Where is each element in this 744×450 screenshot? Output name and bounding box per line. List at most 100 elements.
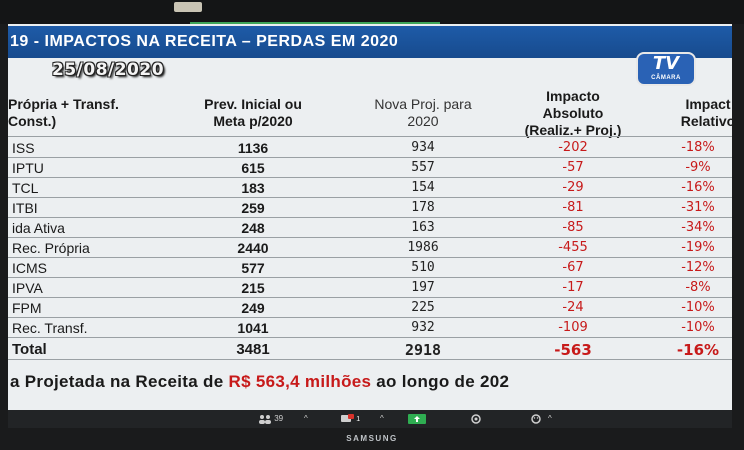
- row-relative-impact: -34%: [681, 220, 715, 235]
- monitor-bezel-top: [0, 0, 744, 24]
- share-screen-icon[interactable]: [408, 412, 426, 426]
- row-relative-impact: -10%: [681, 300, 715, 315]
- row-initial-forecast: 259: [241, 200, 265, 216]
- row-label: FPM: [12, 300, 42, 316]
- row-initial-forecast: 577: [241, 260, 265, 276]
- row-label: ida Ativa: [12, 220, 65, 236]
- table-row-divider: [8, 197, 732, 198]
- row-initial-forecast: 3481: [236, 341, 270, 358]
- table-row-divider: [8, 157, 732, 158]
- row-relative-impact: -8%: [685, 280, 711, 295]
- row-new-projection: 178: [411, 200, 435, 215]
- row-absolute-impact: -202: [558, 140, 588, 155]
- row-new-projection: 510: [411, 260, 435, 275]
- table-total-row: Total 3481 2918 -563 -16%: [8, 340, 732, 360]
- row-label: ISS: [12, 140, 35, 156]
- participants-count: 39: [274, 414, 284, 423]
- chevron-up-icon[interactable]: ^: [304, 414, 308, 423]
- row-initial-forecast: 183: [241, 180, 265, 196]
- row-new-projection: 932: [411, 320, 435, 335]
- table-row: ISS 1136 934 -202 -18%: [8, 138, 732, 158]
- chat-icon[interactable]: 1: [340, 412, 360, 426]
- row-label: Rec. Própria: [12, 240, 90, 256]
- row-label: ITBI: [12, 200, 38, 216]
- row-relative-impact: -19%: [681, 240, 715, 255]
- table-row-divider: [8, 177, 732, 178]
- row-initial-forecast: 1041: [237, 320, 269, 336]
- row-relative-impact: -31%: [681, 200, 715, 215]
- row-absolute-impact: -455: [558, 240, 588, 255]
- row-absolute-impact: -24: [562, 300, 584, 315]
- row-initial-forecast: 248: [241, 220, 265, 236]
- table-row-divider: [8, 257, 732, 258]
- participants-icon[interactable]: 39: [258, 412, 283, 426]
- header-relative-impact: Impact Relativo: [680, 96, 732, 129]
- row-new-projection: 154: [411, 180, 435, 195]
- record-icon[interactable]: [470, 412, 482, 426]
- header-initial-forecast: Prev. Inicial ou Meta p/2020: [204, 96, 302, 129]
- slide-title: 19 - IMPACTOS NA RECEITA – PERDAS EM 202…: [10, 33, 399, 50]
- row-new-projection: 225: [411, 300, 435, 315]
- row-label: IPTU: [12, 160, 44, 176]
- table-header-divider: [8, 136, 732, 137]
- table-row: IPVA 215 197 -17 -8%: [8, 278, 732, 298]
- logo-sub-text: CÂMARA: [651, 75, 681, 81]
- table-row-divider: [8, 217, 732, 218]
- slide-title-bar: 19 - IMPACTOS NA RECEITA – PERDAS EM 202…: [8, 26, 732, 58]
- table-row-divider: [8, 317, 732, 318]
- row-initial-forecast: 2440: [237, 240, 269, 256]
- table-row: Rec. Própria 2440 1986 -455 -19%: [8, 238, 732, 258]
- table-row: FPM 249 225 -24 -10%: [8, 298, 732, 318]
- table-row-divider: [8, 359, 732, 360]
- row-new-projection: 2918: [404, 341, 442, 359]
- row-label: TCL: [12, 180, 39, 196]
- row-label: Total: [12, 341, 47, 358]
- row-absolute-impact: -81: [562, 200, 584, 215]
- summary-caption: a Projetada na Receita de R$ 563,4 milhõ…: [10, 372, 510, 391]
- table-row: ITBI 259 178 -81 -31%: [8, 198, 732, 218]
- header-absolute-impact: Impacto Absoluto (Realiz.+ Proj.): [524, 88, 622, 138]
- row-new-projection: 197: [411, 280, 435, 295]
- header-new-projection: Nova Proj. para 2020: [374, 96, 472, 129]
- row-absolute-impact: -85: [562, 220, 584, 235]
- row-absolute-impact: -67: [562, 260, 584, 275]
- chat-badge: 1: [356, 416, 361, 423]
- row-absolute-impact: -17: [562, 280, 584, 295]
- header-category: Própria + Transf. Const.): [8, 96, 119, 129]
- row-absolute-impact: -563: [554, 341, 592, 359]
- chevron-up-icon[interactable]: ^: [380, 414, 384, 423]
- meeting-toolbar: 39 ^ 1 ^ ^: [8, 410, 732, 428]
- row-initial-forecast: 249: [241, 300, 265, 316]
- table-row: TCL 183 154 -29 -16%: [8, 178, 732, 198]
- table-row: IPTU 615 557 -57 -9%: [8, 158, 732, 178]
- table-row: Rec. Transf. 1041 932 -109 -10%: [8, 318, 732, 338]
- reactions-icon[interactable]: [530, 412, 542, 426]
- row-new-projection: 934: [411, 140, 435, 155]
- row-label: IPVA: [12, 280, 43, 296]
- row-new-projection: 557: [411, 160, 435, 175]
- table-row: ICMS 577 510 -67 -12%: [8, 258, 732, 278]
- table-row-divider: [8, 297, 732, 298]
- summary-highlight: R$ 563,4 milhões: [228, 372, 372, 391]
- tv-camara-logo: TV CÂMARA: [636, 52, 696, 86]
- bezel-tab: [174, 2, 202, 12]
- row-relative-impact: -10%: [681, 320, 715, 335]
- row-new-projection: 1986: [407, 240, 439, 255]
- chevron-up-icon[interactable]: ^: [548, 414, 552, 423]
- row-relative-impact: -12%: [681, 260, 715, 275]
- table-row-divider: [8, 237, 732, 238]
- row-absolute-impact: -29: [562, 180, 584, 195]
- date-stamp: 25/08/2020: [52, 60, 165, 80]
- row-label: ICMS: [12, 260, 47, 276]
- row-relative-impact: -18%: [681, 140, 715, 155]
- table-row: ida Ativa 248 163 -85 -34%: [8, 218, 732, 238]
- row-relative-impact: -9%: [685, 160, 711, 175]
- row-initial-forecast: 615: [241, 160, 265, 176]
- logo-tv-text: TV: [652, 53, 680, 74]
- bezel-indicator-line: [190, 22, 440, 24]
- row-label: Rec. Transf.: [12, 320, 88, 336]
- presentation-screen: 19 - IMPACTOS NA RECEITA – PERDAS EM 202…: [8, 24, 732, 410]
- row-absolute-impact: -57: [562, 160, 584, 175]
- table-row-divider: [8, 277, 732, 278]
- row-initial-forecast: 215: [241, 280, 265, 296]
